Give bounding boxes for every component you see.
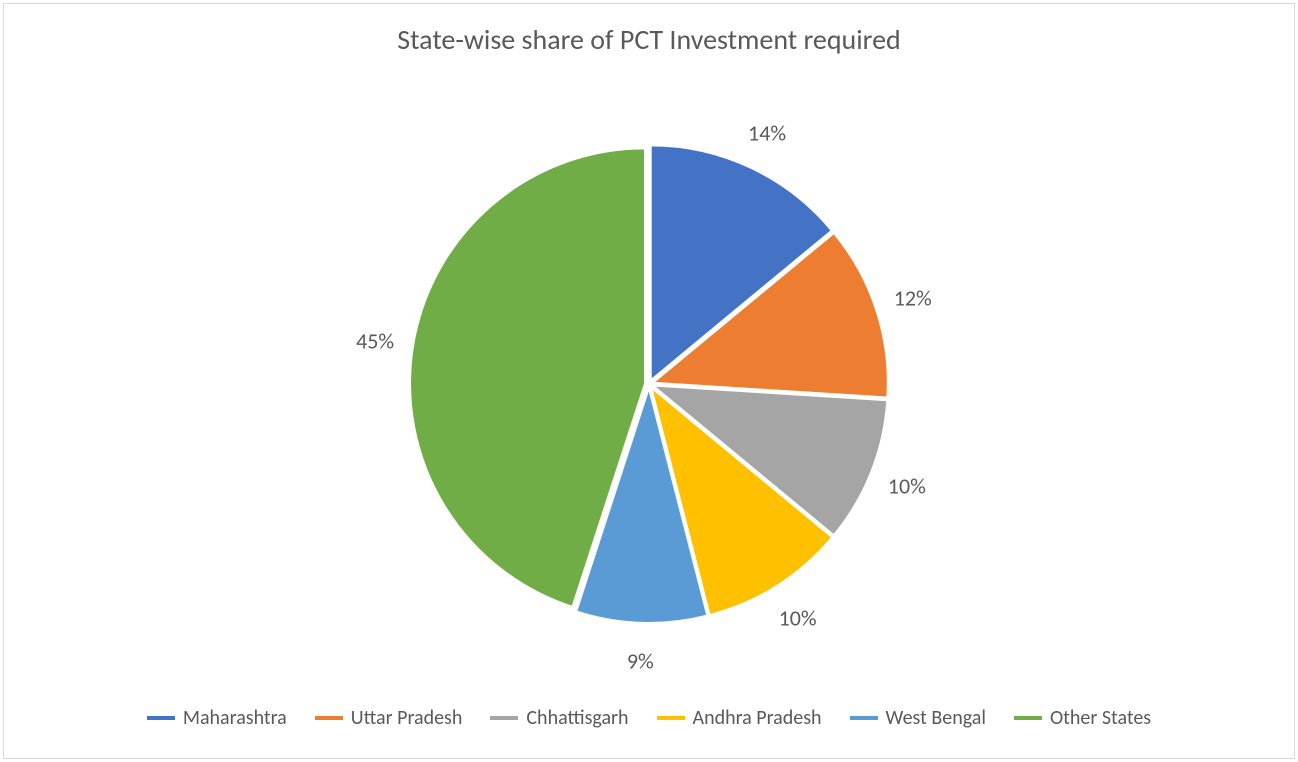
pie-svg bbox=[404, 139, 894, 629]
slice-label: 14% bbox=[748, 120, 786, 147]
legend-item: West Bengal bbox=[850, 706, 986, 730]
legend-label: Other States bbox=[1050, 706, 1151, 730]
chart-container: State-wise share of PCT Investment requi… bbox=[3, 3, 1295, 759]
slice-label: 45% bbox=[356, 327, 394, 354]
slice-label: 9% bbox=[627, 648, 654, 675]
slice-label: 12% bbox=[894, 285, 932, 312]
pie-area: 14%12%10%10%9%45% bbox=[404, 139, 894, 629]
legend-swatch bbox=[490, 716, 518, 720]
slice-label: 10% bbox=[888, 473, 926, 500]
legend-swatch bbox=[657, 716, 685, 720]
legend-item: Chhattisgarh bbox=[490, 706, 628, 730]
legend-label: Andhra Pradesh bbox=[693, 706, 822, 730]
legend-swatch bbox=[147, 716, 175, 720]
legend-label: West Bengal bbox=[886, 706, 986, 730]
legend-item: Other States bbox=[1014, 706, 1151, 730]
legend-label: Uttar Pradesh bbox=[351, 706, 463, 730]
legend-label: Maharashtra bbox=[183, 706, 287, 730]
legend-label: Chhattisgarh bbox=[526, 706, 628, 730]
legend-item: Maharashtra bbox=[147, 706, 287, 730]
legend-item: Andhra Pradesh bbox=[657, 706, 822, 730]
legend-item: Uttar Pradesh bbox=[315, 706, 463, 730]
legend-swatch bbox=[850, 716, 878, 720]
chart-title: State-wise share of PCT Investment requi… bbox=[4, 4, 1294, 57]
legend-swatch bbox=[315, 716, 343, 720]
legend-swatch bbox=[1014, 716, 1042, 720]
slice-label: 10% bbox=[779, 605, 817, 632]
legend: Maharashtra Uttar Pradesh Chhattisgarh Andh… bbox=[4, 706, 1294, 730]
